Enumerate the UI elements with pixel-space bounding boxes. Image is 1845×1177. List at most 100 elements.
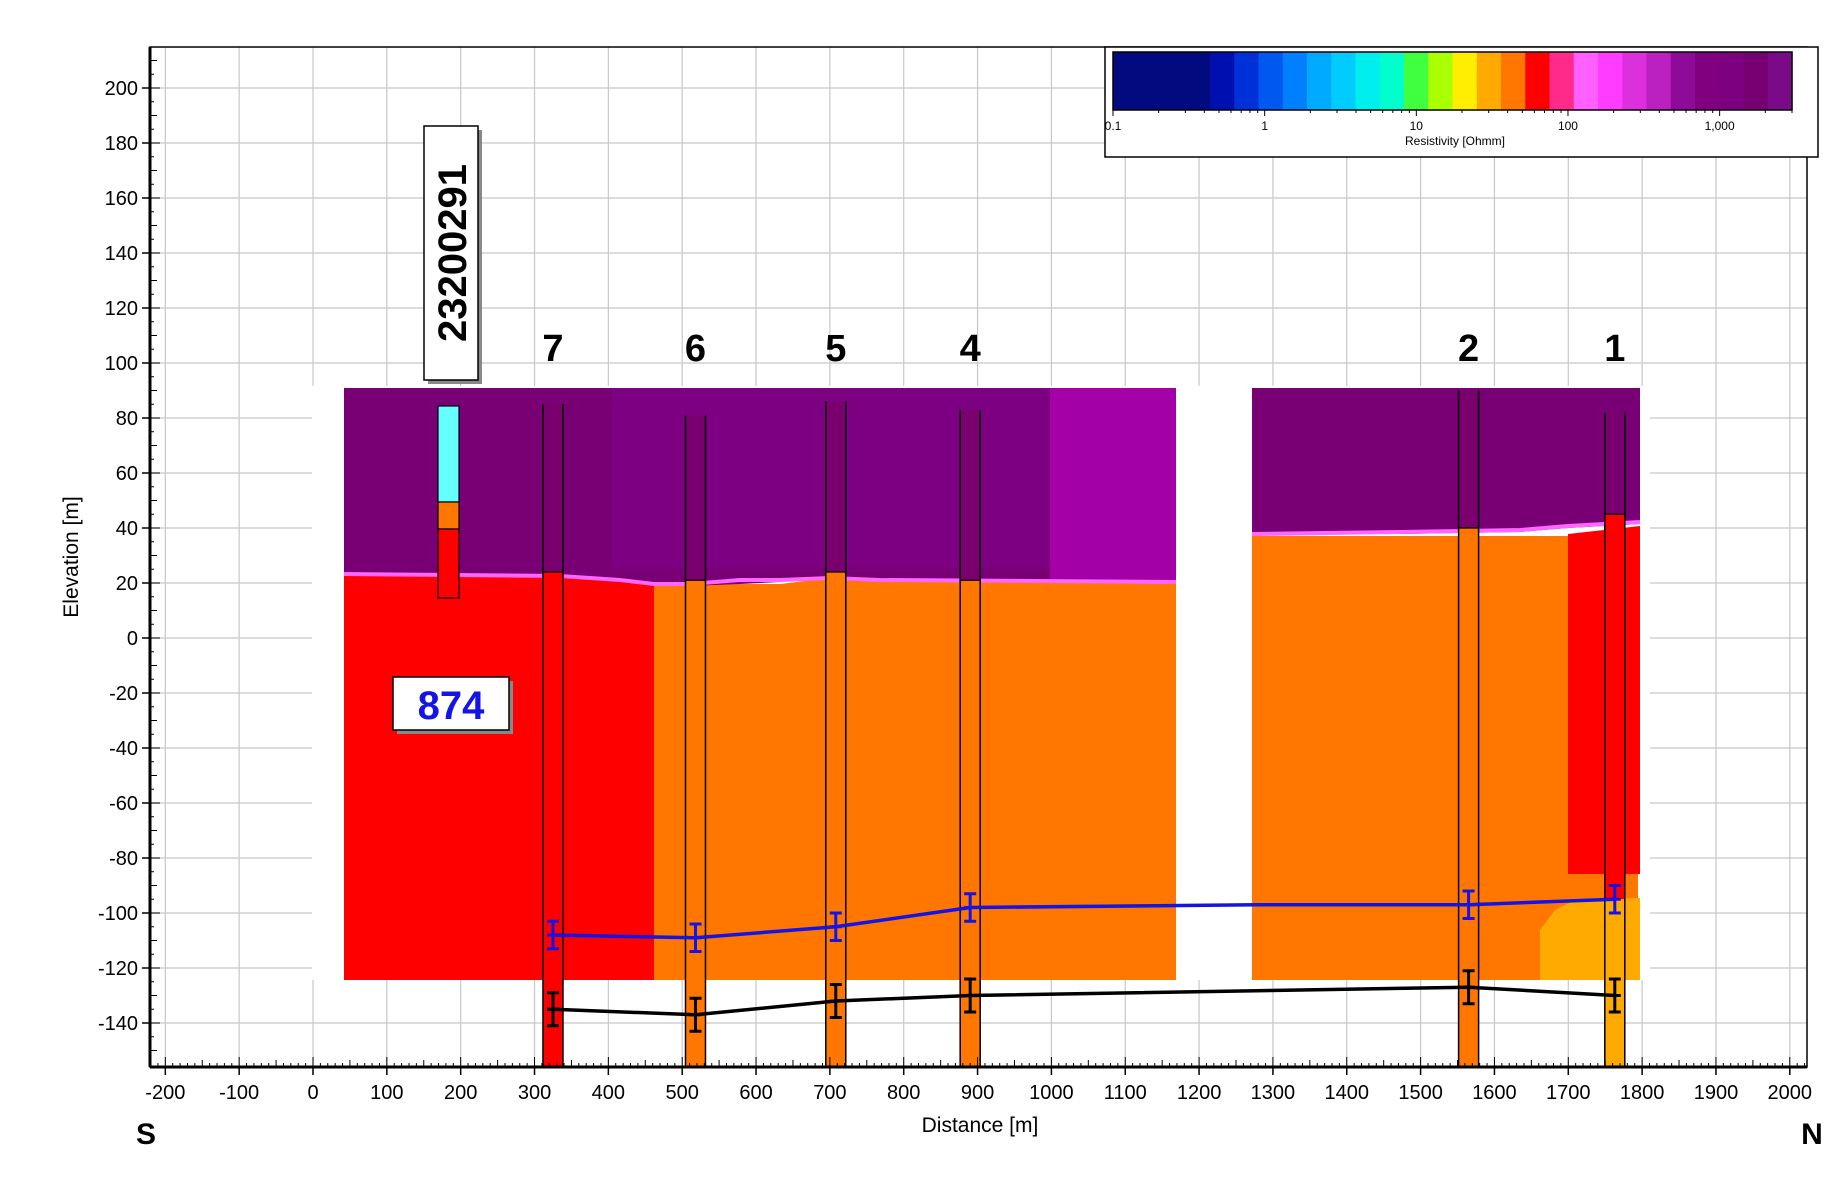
error-bar-0 (964, 892, 977, 923)
legend-color-swatch (1331, 52, 1357, 110)
legend-color-swatch (1695, 52, 1720, 110)
y-tick-label: 0 (127, 628, 138, 650)
x-tick-label: 0 (307, 1082, 318, 1104)
y-tick-label: -120 (98, 958, 138, 980)
left-red-body (344, 570, 654, 980)
legend-tick-label: 100 (1558, 119, 1578, 133)
legend-color-swatch (1355, 52, 1381, 110)
y-tick-label: 200 (105, 78, 138, 100)
right-red-body (1568, 526, 1640, 874)
error-bar-1 (689, 996, 702, 1033)
well-upper-segment (825, 401, 846, 572)
x-tick-label: 1500 (1398, 1082, 1443, 1104)
error-bar-1 (1462, 969, 1475, 1006)
well-lower-segment (960, 580, 981, 1067)
well-upper-segment (542, 404, 563, 572)
error-bar-0 (546, 919, 559, 951)
legend-colorbar (1112, 51, 1793, 111)
legend-ticks: 0.1 1 10 100 1,000 (1105, 110, 1793, 133)
error-bar-0 (1462, 889, 1475, 920)
legend-color-swatch (1598, 52, 1623, 110)
x-tick-label: 700 (813, 1082, 846, 1104)
x-tick-label: 800 (887, 1082, 920, 1104)
borehole-log-cyan (437, 405, 460, 503)
borehole-log-red (437, 528, 460, 599)
y-tick-label: 40 (116, 518, 138, 540)
y-tick-label: 100 (105, 353, 138, 375)
x-tick-label: 100 (370, 1082, 403, 1104)
well-lower-segment (1604, 514, 1625, 900)
legend-color-swatch (1210, 52, 1235, 110)
series-line-1 (552, 985, 1615, 1017)
error-bar-1 (546, 991, 559, 1028)
well-lower-segment (825, 572, 846, 1067)
x-tick-label: 600 (739, 1082, 772, 1104)
well-upper-segment (1604, 412, 1625, 515)
legend-color-swatch (1622, 52, 1648, 110)
sounding-id-box (392, 676, 510, 731)
y-tick-label: 140 (105, 243, 138, 265)
x-tick-label: 1400 (1325, 1082, 1370, 1104)
legend-color-swatch (1743, 52, 1769, 110)
legend-color-swatch (1501, 52, 1526, 110)
borehole-log (437, 405, 460, 599)
sounding-id-text: 874 (418, 684, 485, 728)
x-tick-label: 1800 (1620, 1082, 1665, 1104)
borehole-id-box (423, 125, 479, 381)
well-lower-segment (542, 572, 563, 1067)
x-tick-label: 1000 (1029, 1082, 1074, 1104)
error-bar-0 (1608, 884, 1621, 915)
y-tick-label: 180 (105, 133, 138, 155)
borehole-id-label: 23200291 (423, 125, 482, 384)
y-tick-label: -60 (109, 793, 138, 815)
x-tick-label: 1300 (1251, 1082, 1296, 1104)
legend-color-swatch (1646, 52, 1672, 110)
right-interface-glow (1251, 520, 1641, 536)
legend-color-swatch (1719, 52, 1745, 110)
well-upper-segment (960, 409, 981, 581)
wells: 7 6 5 4 2 1 (542, 328, 1626, 1067)
well-upper-segment (1458, 390, 1479, 528)
legend-color-swatch (1573, 52, 1599, 110)
legend-color-swatch (1258, 52, 1284, 110)
legend-color-swatch (1452, 52, 1478, 110)
x-tick-label: 1600 (1472, 1082, 1517, 1104)
well-upper-segment (685, 415, 706, 581)
legend-color-swatch (1282, 52, 1308, 110)
y-tick-label: -80 (109, 848, 138, 870)
borehole-id-text: 23200291 (431, 164, 475, 342)
y-axis-title: Elevation [m] (60, 496, 83, 617)
well-4: 4 (959, 328, 981, 1067)
y-tick-label: -100 (98, 903, 138, 925)
well-number-label: 7 (542, 328, 563, 370)
y-tick-label: -20 (109, 683, 138, 705)
interpretation-lines (546, 884, 1621, 1033)
y-tick-label: 20 (116, 573, 138, 595)
x-tick-label: -200 (145, 1082, 185, 1104)
y-tick-label: 80 (116, 408, 138, 430)
well-number-label: 1 (1604, 328, 1625, 370)
well-7: 7 (542, 328, 564, 1067)
x-tick-label: 2000 (1768, 1082, 1813, 1104)
x-tick-label: -100 (219, 1082, 259, 1104)
x-tick-label: 200 (444, 1082, 477, 1104)
legend-tick-label: 1,000 (1705, 119, 1735, 133)
well-1: 1 (1604, 328, 1626, 1067)
well-number-label: 6 (685, 328, 706, 370)
legend-color-swatch (1185, 52, 1211, 110)
legend-color-swatch (1428, 52, 1454, 110)
legend-color-swatch (1161, 52, 1187, 110)
legend-color-swatch (1137, 52, 1163, 110)
x-tick-label: 1900 (1694, 1082, 1739, 1104)
left-orange-body (654, 584, 1176, 980)
legend-color-swatch (1525, 52, 1551, 110)
legend-color-swatch (1767, 52, 1793, 110)
x-tick-label: 1100 (1104, 1082, 1147, 1104)
x-tick-label: 900 (961, 1082, 994, 1104)
x-axis-ticks: -200 -100 0 100 200 300 400 500 600 700 800 900 1000… (145, 1057, 1812, 1104)
direction-south-label: S (136, 1118, 156, 1151)
x-tick-label: 400 (592, 1082, 625, 1104)
legend-tick-label: 10 (1410, 119, 1424, 133)
legend-tick-label: 0.1 (1105, 119, 1122, 133)
